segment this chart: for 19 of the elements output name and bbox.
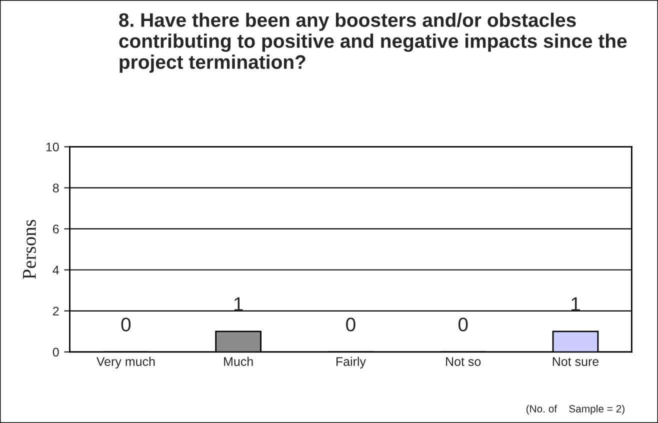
data-label: 0: [121, 318, 131, 332]
data-label: 0: [458, 318, 468, 332]
data-label: 1: [234, 297, 243, 311]
x-tick-label: Much: [224, 356, 253, 366]
y-tick-label: 0: [52, 348, 59, 357]
x-tick-label: Not sure: [552, 357, 599, 366]
y-tick-label: 8: [52, 184, 59, 192]
y-tick-label: 10: [46, 142, 59, 152]
y-tick-label: 2: [53, 306, 59, 316]
y-tick-label: 4: [52, 266, 59, 274]
x-tick-label: Not so: [446, 357, 481, 366]
chart-title: 8. Have there been any boosters and/or obstacles contributing to positive and negative impacts since the project termination?: [119, 12, 627, 73]
text: (No. of Sample = 2): [526, 404, 624, 415]
data-label: 1: [572, 297, 580, 311]
y-axis-title: Persons: [23, 220, 36, 280]
x-tick-label: Very much: [96, 356, 155, 368]
x-tick-label: Fairly: [336, 356, 366, 368]
data-label: 0: [346, 318, 356, 332]
y-tick-label: 6: [53, 224, 59, 234]
